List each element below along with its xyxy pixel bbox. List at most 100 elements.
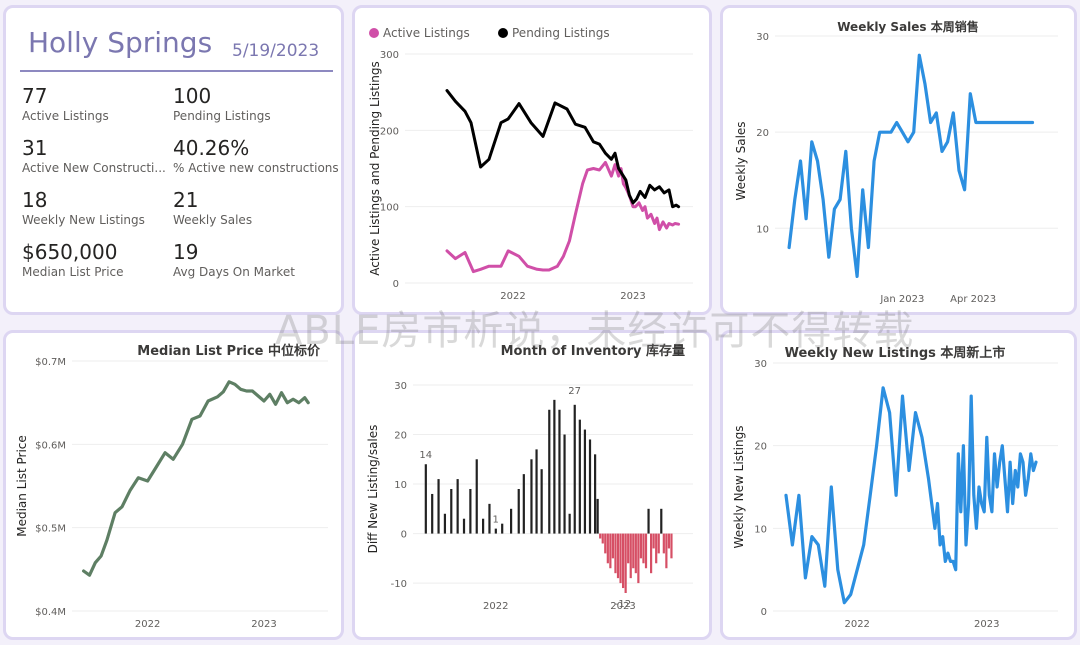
bar xyxy=(553,399,556,534)
kpi-item: 19 Avg Days On Market xyxy=(173,240,295,280)
x-tick-label: 2023 xyxy=(251,619,276,630)
bar xyxy=(469,489,472,534)
kpi-value: 40.26% xyxy=(173,136,250,160)
y-axis-title: Weekly Sales xyxy=(734,121,748,200)
series-line xyxy=(787,53,1035,278)
bar xyxy=(655,533,658,564)
title-divider xyxy=(20,70,333,72)
kpi-item: 18 Weekly New Listings xyxy=(22,188,145,228)
kpi-item: 100 Pending Listings xyxy=(173,84,271,124)
y-tick-label: 0 xyxy=(393,279,399,290)
listings-chart: 0 100 200 300 2022 2023 Active Listings and Pe… xyxy=(368,26,693,302)
bar xyxy=(475,459,478,534)
bar xyxy=(578,419,581,534)
bar xyxy=(456,479,459,534)
y-tick-label: $0.5M xyxy=(35,524,66,535)
y-tick-label: 0 xyxy=(401,530,407,541)
chart-title: Median List Price 中位标价 xyxy=(137,343,321,359)
y-tick-label: 10 xyxy=(394,480,407,491)
bar xyxy=(657,533,660,554)
bar xyxy=(667,533,671,549)
bar xyxy=(573,404,576,534)
bar xyxy=(609,533,612,569)
bar xyxy=(670,533,673,559)
bar xyxy=(510,508,513,534)
y-tick-label: 200 xyxy=(380,126,399,137)
watermark-text: ABLE房市析说，未经许可不得转载 xyxy=(275,308,915,354)
kpi-value: 100 xyxy=(173,84,212,108)
kpi-item: 31 Active New Constructi... xyxy=(22,136,166,176)
kpi-label: Pending Listings xyxy=(173,109,271,123)
bar xyxy=(599,533,602,539)
kpi-value: 77 xyxy=(22,84,48,108)
series-line xyxy=(445,89,681,209)
y-tick-label: 300 xyxy=(380,50,399,61)
kpi-item: 40.26%% Active new constructions xyxy=(173,136,339,176)
bar xyxy=(535,449,538,534)
bar xyxy=(530,459,533,534)
y-tick-label: 30 xyxy=(754,359,767,370)
bar xyxy=(660,508,663,534)
bar xyxy=(616,533,620,579)
kpi-item: 21 Weekly Sales xyxy=(173,188,252,228)
bar xyxy=(488,503,491,534)
y-tick-label: 20 xyxy=(394,431,407,442)
y-axis-title: Active Listings and Pending Listings xyxy=(368,61,382,276)
y-tick-label: $0.7M xyxy=(35,357,66,368)
bar xyxy=(443,513,447,534)
x-tick-label: Jan 2023 xyxy=(879,294,924,305)
report-date: 5/19/2023 xyxy=(232,41,320,61)
kpi-value: 31 xyxy=(22,136,48,160)
data-label: 27 xyxy=(568,386,581,397)
kpi-item: 77 Active Listings xyxy=(22,84,109,124)
bar xyxy=(652,533,655,549)
bar xyxy=(662,533,665,554)
legend-label: Active Listings xyxy=(383,26,470,40)
bar xyxy=(517,489,520,534)
bar xyxy=(644,533,648,569)
chart-title: Weekly Sales 本周销售 xyxy=(837,19,979,34)
bar xyxy=(606,533,609,564)
kpi-value: 18 xyxy=(22,188,48,212)
y-axis-title: Diff New Listing/sales xyxy=(366,425,380,554)
y-tick-label: -10 xyxy=(391,579,407,590)
y-tick-label: 100 xyxy=(380,203,399,214)
bar xyxy=(594,454,597,534)
legend-marker xyxy=(369,28,379,38)
new-listings-chart-card: 0 10 20 30 2022 2023 Weekly New Listings Weekly… xyxy=(720,330,1077,640)
series-line xyxy=(445,160,681,274)
bar xyxy=(637,533,640,584)
bar xyxy=(619,533,622,584)
y-tick-label: 20 xyxy=(756,128,769,139)
kpi-value: $650,000 xyxy=(22,240,118,264)
legend-marker xyxy=(498,28,508,38)
bar xyxy=(501,523,504,534)
bar xyxy=(462,518,466,534)
data-label: 14 xyxy=(419,450,432,461)
kpi-label: Weekly New Listings xyxy=(22,213,145,227)
kpi-value: 21 xyxy=(173,188,199,212)
y-tick-label: 20 xyxy=(754,442,767,453)
bar xyxy=(583,429,587,534)
bar xyxy=(642,533,645,564)
bar xyxy=(431,493,434,534)
y-tick-label: $0.6M xyxy=(35,440,66,451)
bar xyxy=(650,533,653,574)
series-line xyxy=(784,386,1038,605)
y-tick-label: 10 xyxy=(754,524,767,535)
new-listings-chart: 0 10 20 30 2022 2023 Weekly New Listings Weekly… xyxy=(732,345,1058,630)
bar xyxy=(665,533,668,569)
y-tick-label: $0.4M xyxy=(35,607,66,618)
bar xyxy=(601,533,604,544)
bar xyxy=(494,528,497,534)
bar xyxy=(604,533,607,554)
y-tick-label: 30 xyxy=(756,32,769,43)
x-tick-label: 2023 xyxy=(974,619,999,630)
bar xyxy=(622,533,625,589)
kpi-item: $650,000 Median List Price xyxy=(22,240,124,280)
kpi-label: % Active new constructions xyxy=(173,161,339,175)
kpi-card: Holly Springs 5/19/2023 77 Active Listing… xyxy=(3,5,344,315)
x-tick-label: Apr 2023 xyxy=(950,294,996,305)
bar xyxy=(647,508,650,534)
kpi-value: 19 xyxy=(173,240,199,264)
